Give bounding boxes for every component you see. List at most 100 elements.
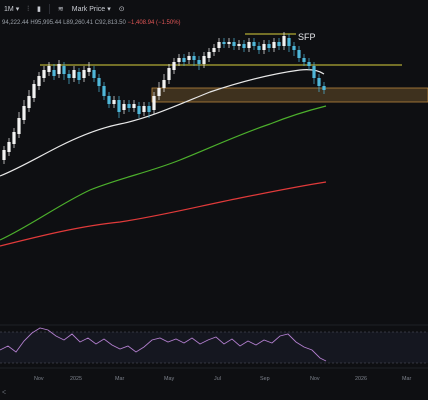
candle-body[interactable] — [172, 62, 176, 70]
candle-body[interactable] — [207, 52, 211, 58]
candle-body[interactable] — [197, 60, 201, 64]
candle-body[interactable] — [22, 106, 26, 120]
candle-body[interactable] — [12, 132, 16, 144]
candle-body[interactable] — [262, 44, 266, 50]
candle-body[interactable] — [32, 84, 36, 98]
candle-body[interactable] — [72, 70, 76, 78]
rsi-band — [0, 332, 428, 363]
candle-body[interactable] — [222, 42, 226, 44]
candle-body[interactable] — [217, 42, 221, 48]
candle-body[interactable] — [192, 56, 196, 60]
ohlc-high: H95,995.44 — [30, 20, 62, 26]
x-axis: Nov 2025 Mar May Jul Sep Nov 2026 Mar — [34, 376, 411, 382]
x-tick-label: Mar — [115, 376, 124, 382]
interval-label: 1M — [4, 5, 14, 13]
candle-body[interactable] — [2, 150, 6, 160]
ma-mid-line — [0, 105, 327, 241]
candle-body[interactable] — [257, 46, 261, 50]
candle-body[interactable] — [247, 42, 251, 48]
candle-body[interactable] — [67, 74, 71, 78]
indicators-icon[interactable]: ⫶ — [27, 5, 29, 13]
candle-body[interactable] — [157, 88, 161, 96]
scroll-indicator[interactable]: ᐸ — [2, 390, 6, 396]
chart-style-icon[interactable]: ≋ — [57, 5, 64, 13]
x-tick-label: Nov — [34, 376, 44, 382]
candle-body[interactable] — [307, 62, 311, 66]
candle-body[interactable] — [42, 70, 46, 78]
candle-body[interactable] — [252, 42, 256, 46]
candle-body[interactable] — [187, 56, 191, 60]
candle-body[interactable] — [82, 70, 86, 78]
settings-icon[interactable]: ⊙ — [118, 5, 125, 13]
candle-body[interactable] — [322, 86, 326, 90]
candle-body[interactable] — [242, 44, 246, 48]
candle-body[interactable] — [282, 36, 286, 46]
candle-body[interactable] — [312, 66, 316, 78]
x-tick-label: Mar — [402, 376, 411, 382]
candle-body[interactable] — [127, 104, 131, 108]
candle-body[interactable] — [107, 96, 111, 104]
candles-group — [2, 32, 326, 164]
price-type-selector[interactable]: Mark Price ▾ — [72, 6, 111, 13]
candle-body[interactable] — [272, 42, 276, 48]
ohlc-change: −1,408.94 (−1.50%) — [127, 20, 181, 26]
candle-body[interactable] — [152, 96, 156, 110]
candle-body[interactable] — [37, 76, 41, 86]
candle-body[interactable] — [202, 56, 206, 64]
candle-body[interactable] — [27, 96, 31, 108]
candle-body[interactable] — [147, 106, 151, 112]
candle-body[interactable] — [137, 106, 141, 114]
candle-body[interactable] — [167, 68, 171, 80]
candle-body[interactable] — [267, 44, 271, 48]
candle-body[interactable] — [297, 50, 301, 58]
ma-long-line — [0, 181, 327, 247]
interval-selector[interactable]: 1M ▾ — [4, 6, 19, 13]
ohlc-low: L89,260.41 — [63, 20, 94, 26]
candle-body[interactable] — [117, 100, 121, 112]
candle-body[interactable] — [317, 78, 321, 86]
candle-body[interactable] — [52, 70, 56, 76]
candle-body[interactable] — [77, 72, 81, 80]
candle-body[interactable] — [182, 58, 186, 62]
x-tick-label: 2026 — [355, 376, 367, 382]
rsi-line — [0, 327, 327, 362]
candle-body[interactable] — [62, 66, 66, 74]
chevron-down-icon: ▾ — [107, 5, 111, 13]
price-type-label: Mark Price — [71, 5, 106, 13]
candle-body[interactable] — [292, 46, 296, 50]
candle-body[interactable] — [277, 42, 281, 46]
candle-body[interactable] — [232, 42, 236, 46]
chevron-down-icon: ▾ — [15, 5, 20, 13]
candle-body[interactable] — [237, 44, 241, 46]
x-tick-label: Nov — [310, 376, 320, 382]
x-tick-label: May — [164, 376, 174, 382]
candle-body[interactable] — [47, 66, 51, 72]
chart-toolbar: 1M ▾ ⫶ ▮ ≋ Mark Price ▾ ⊙ — [0, 0, 428, 18]
candle-body[interactable] — [287, 38, 291, 46]
candle-body[interactable] — [92, 70, 96, 78]
candle-body[interactable] — [302, 58, 306, 62]
x-tick-label: Jul — [214, 376, 221, 382]
candle-body[interactable] — [7, 142, 11, 152]
candle-body[interactable] — [97, 78, 101, 86]
sfp-annotation: SFP — [298, 32, 316, 42]
candle-body[interactable] — [132, 104, 136, 108]
candle-body[interactable] — [122, 104, 126, 110]
candle-type-icon[interactable]: ▮ — [37, 5, 41, 13]
candle-body[interactable] — [177, 58, 181, 62]
ma-short-line — [0, 69, 325, 177]
x-tick-label: Sep — [260, 376, 270, 382]
toolbar-divider — [48, 4, 50, 14]
candle-body[interactable] — [57, 64, 61, 74]
candle-body[interactable] — [162, 80, 166, 88]
candle-body[interactable] — [142, 106, 146, 112]
x-tick-label: 2025 — [70, 376, 82, 382]
support-zone[interactable] — [151, 87, 428, 103]
candle-body[interactable] — [102, 86, 106, 96]
candle-body[interactable] — [87, 68, 91, 72]
candle-body[interactable] — [17, 118, 21, 134]
candle-body[interactable] — [227, 42, 231, 44]
candle-body[interactable] — [112, 100, 116, 104]
candle-body[interactable] — [212, 48, 216, 52]
